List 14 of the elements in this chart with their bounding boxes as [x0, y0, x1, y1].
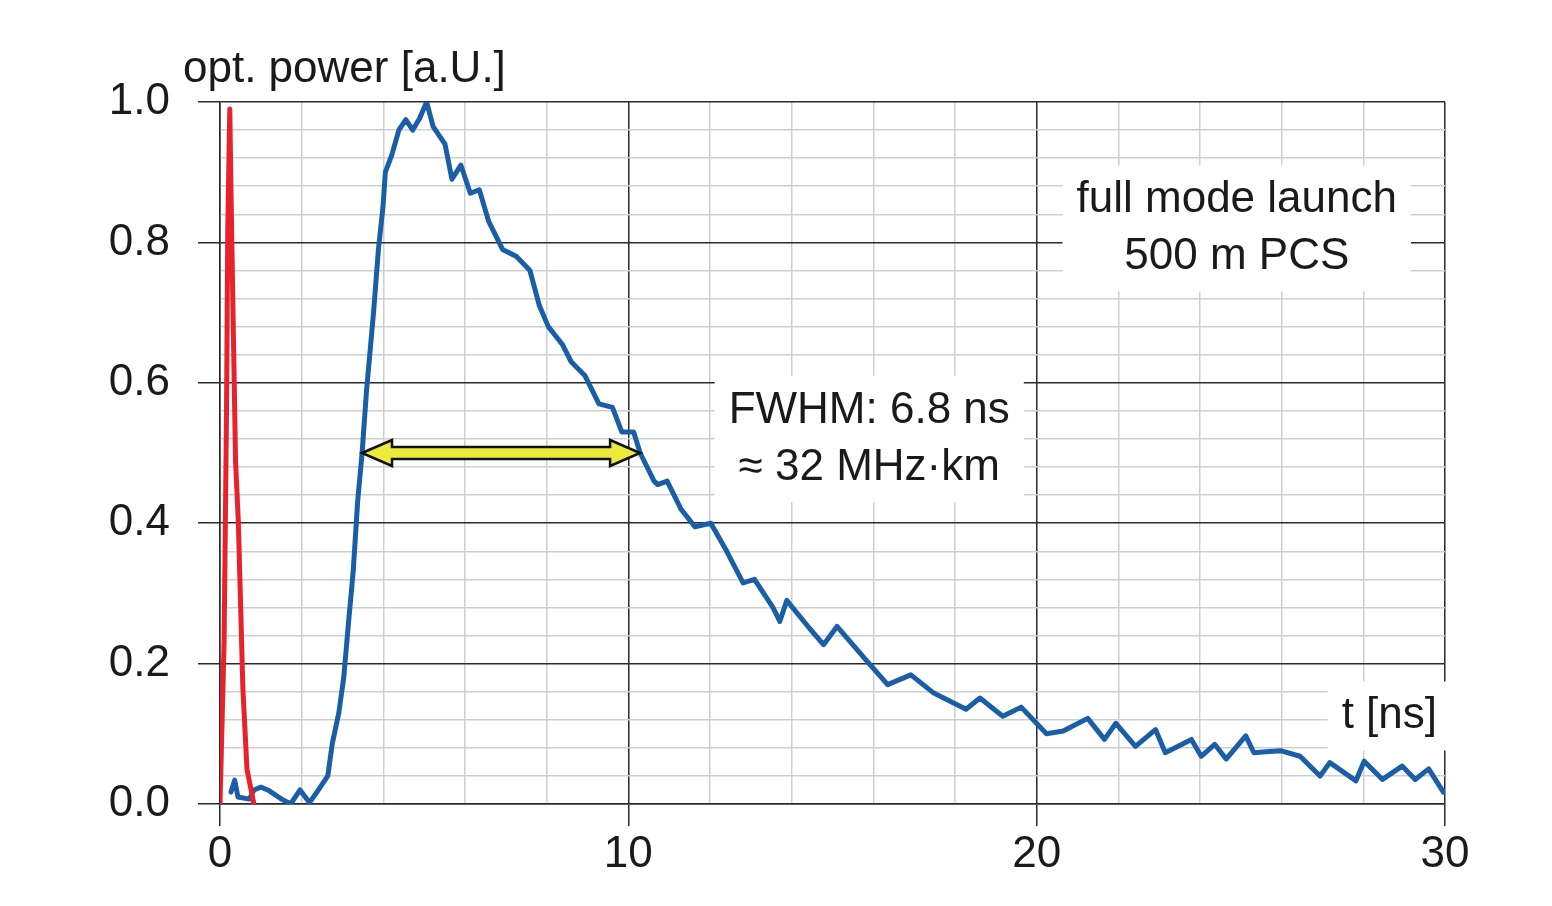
y-tick-label: 0.8 — [108, 214, 170, 264]
x-tick-label: 0 — [207, 826, 233, 876]
y-tick-label: 0.2 — [108, 635, 170, 685]
y-tick-label: 1.0 — [108, 74, 170, 124]
x-tick-label: 30 — [1420, 826, 1470, 876]
y-tick-label: 0.0 — [108, 776, 170, 826]
y-tick-label: 0.6 — [108, 354, 170, 404]
y-axis-title: opt. power [a.U.] — [183, 42, 506, 91]
x-tick-label: 20 — [1012, 826, 1062, 876]
y-tick-label: 0.4 — [108, 495, 170, 545]
annotation: full mode launch 500 m PCS — [1076, 171, 1397, 279]
x-axis-title: t [ns] — [1341, 688, 1437, 738]
annotation: FWHM: 6.8 ns ≈ 32 MHz·km — [728, 382, 1010, 489]
x-tick-label: 10 — [603, 826, 653, 876]
